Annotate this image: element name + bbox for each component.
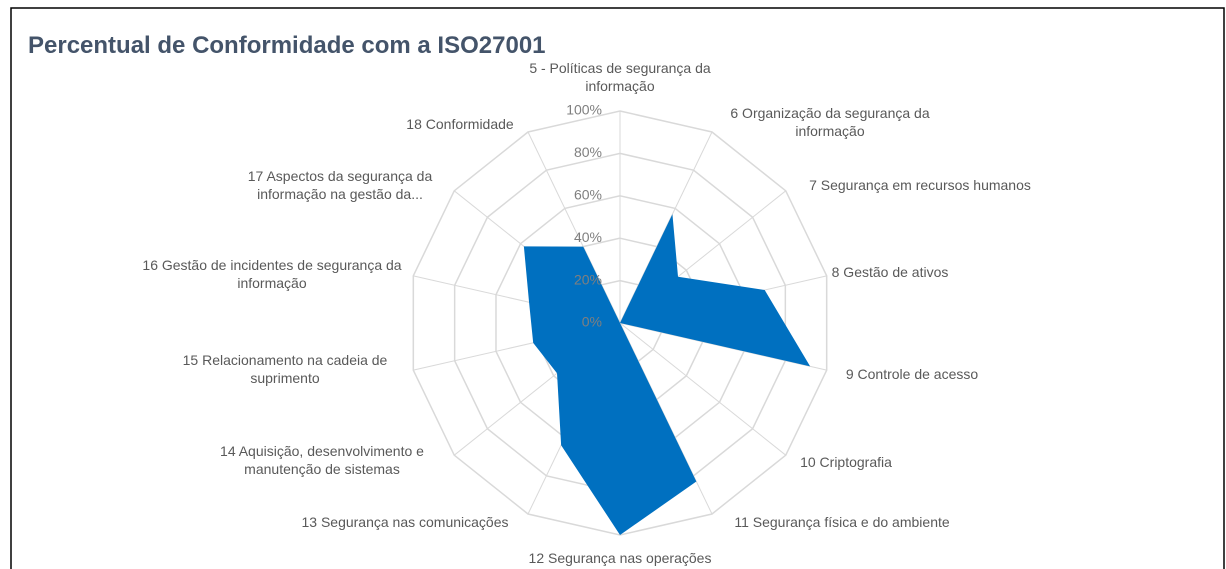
spoke xyxy=(619,322,787,456)
y-tick-label: 0% xyxy=(582,314,602,330)
category-label: 16 Gestão de incidentes de segurança da … xyxy=(142,257,402,291)
category-label: 11 Segurança física e do ambiente xyxy=(734,514,950,530)
chart-title: Percentual de Conformidade com a ISO2700… xyxy=(28,32,546,59)
y-tick-label: 80% xyxy=(574,144,602,160)
category-label: 18 Conformidade xyxy=(406,116,514,132)
category-label: 7 Segurança em recursos humanos xyxy=(809,177,1031,193)
data-area xyxy=(523,214,811,535)
category-label: 14 Aquisição, desenvolvimento e manutenç… xyxy=(220,443,424,477)
category-label: 17 Aspectos da segurança da informação n… xyxy=(247,168,433,202)
y-tick-label: 40% xyxy=(574,229,602,245)
category-label: 9 Controle de acesso xyxy=(845,366,979,382)
category-label: 13 Segurança nas comunicações xyxy=(301,514,509,530)
category-label: 12 Segurança nas operações xyxy=(528,550,712,566)
category-label: 8 Gestão de ativos xyxy=(831,264,949,280)
category-label: 10 Criptografia xyxy=(800,454,892,470)
y-tick-label: 20% xyxy=(574,271,602,287)
category-label: 5 - Políticas de segurança da informação xyxy=(529,60,711,94)
category-label: 15 Relacionamento na cadeia de supriment… xyxy=(182,352,388,386)
y-tick-label: 100% xyxy=(566,102,602,118)
frame xyxy=(10,7,1225,569)
category-label: 6 Organização da segurança da informação xyxy=(730,105,930,139)
y-tick-label: 60% xyxy=(574,187,602,203)
spoke xyxy=(619,322,713,515)
